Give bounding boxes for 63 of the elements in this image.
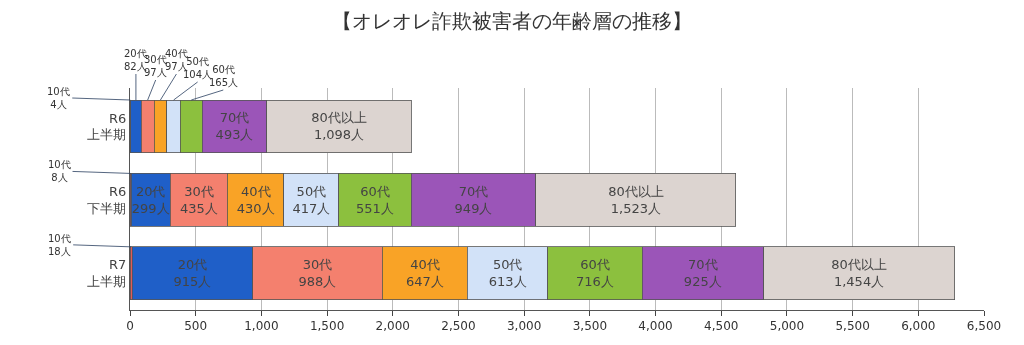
x-tick-label: 4,000 (638, 319, 673, 334)
series-label: 30代 (184, 183, 214, 199)
data-label: 1,454人 (833, 274, 885, 290)
text: 80代以上 (311, 110, 367, 126)
text: 10代 (47, 86, 70, 97)
text: 40代 (165, 48, 188, 59)
chart-title: 【オレオレ詐欺被害者の年齢層の推移】 (332, 8, 692, 33)
x-tick-label: 4,500 (704, 319, 739, 334)
data-label: 430人 (236, 200, 275, 216)
x-tick-label: 1,500 (309, 319, 345, 334)
data-label: 551人 (356, 200, 394, 216)
x-tick-label: 2,500 (441, 319, 476, 334)
data-label: 435人 (180, 200, 218, 216)
text: 60代 (580, 257, 610, 273)
data-label: 104人 (183, 69, 213, 80)
data-label: 915人 (173, 274, 212, 290)
x-tick-label: 3,500 (572, 319, 608, 334)
data-label: 647人 (405, 274, 444, 290)
text: 20代 (177, 257, 208, 273)
text: 50代 (492, 257, 523, 273)
data-label: 988人 (298, 274, 337, 290)
data-label: 97人 (165, 61, 188, 72)
text: 20代 (124, 48, 147, 59)
data-label: 1,523人 (610, 200, 662, 216)
data-label: 4人 (50, 99, 67, 110)
series-label: 60代 (360, 183, 390, 199)
data-label: 613人 (488, 274, 527, 290)
x-tick-label: 2,000 (375, 319, 410, 334)
text: 60代 (212, 64, 235, 75)
data-label: 299人 (131, 200, 170, 216)
data-label: 165人 (209, 77, 239, 88)
x-tick-label: 3,000 (506, 319, 542, 334)
text: 30代 (302, 257, 333, 273)
series-label: 70代 (458, 183, 489, 199)
data-label: 417人 (292, 200, 331, 216)
x-tick-label: 0 (126, 319, 134, 334)
text: 30代 (144, 54, 167, 65)
series-label: 80代以上 (608, 183, 664, 199)
data-label: 1,098人 (313, 127, 365, 143)
x-tick-label: 5,000 (769, 319, 805, 334)
series-label: 40代 (240, 183, 271, 199)
data-label: 493人 (215, 127, 254, 143)
series-label: 50代 (296, 183, 327, 199)
text: 10代 (48, 233, 71, 244)
x-tick-label: 1,000 (244, 319, 279, 334)
y-tick-label: R7 上半期 (87, 257, 127, 290)
data-label: 925人 (683, 274, 722, 290)
x-tick-label: 5,500 (835, 319, 870, 334)
series-label: 20代 (135, 183, 166, 199)
text: 80代以上 (831, 257, 887, 273)
y-tick-label: R6 下半期 (87, 183, 127, 216)
data-label: 8人 (51, 172, 68, 183)
text: 70代 (219, 110, 250, 126)
data-label: 949人 (454, 200, 493, 216)
text: 70代 (688, 257, 718, 273)
data-label: 716人 (576, 274, 614, 290)
text: 40代 (410, 257, 440, 273)
x-tick-label: 6,500 (966, 319, 1002, 334)
text: 10代 (48, 159, 71, 170)
data-label: 18人 (48, 246, 71, 257)
x-tick-label: 500 (184, 319, 208, 334)
y-tick-label: R6 上半期 (87, 110, 127, 143)
x-tick-label: 6,000 (901, 319, 936, 334)
